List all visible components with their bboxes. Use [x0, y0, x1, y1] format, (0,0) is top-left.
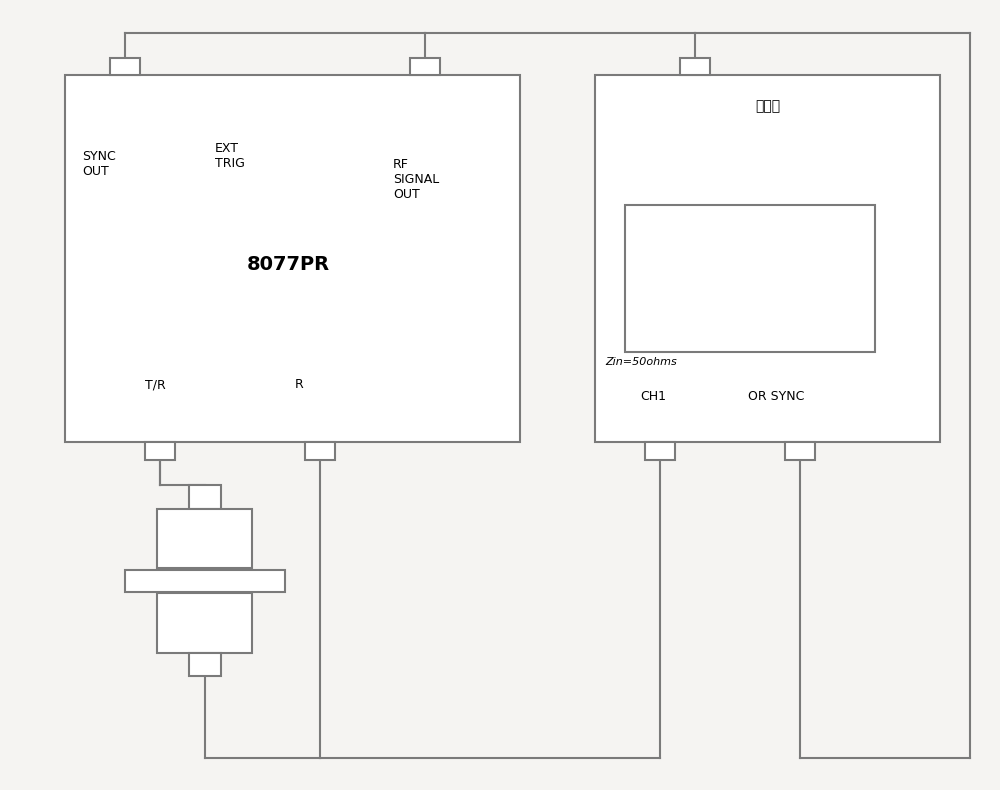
Bar — [189, 485, 221, 509]
Bar — [625, 205, 875, 352]
Bar — [125, 570, 285, 592]
Text: SYNC
OUT: SYNC OUT — [82, 150, 116, 178]
Text: 8077PR: 8077PR — [246, 255, 330, 274]
Text: T/R: T/R — [145, 378, 166, 391]
Text: RF
SIGNAL
OUT: RF SIGNAL OUT — [393, 158, 439, 201]
Bar — [189, 653, 221, 676]
Bar — [145, 442, 175, 460]
Text: OR SYNC: OR SYNC — [748, 390, 804, 403]
Bar — [157, 509, 252, 568]
Text: CH1: CH1 — [640, 390, 666, 403]
Bar — [645, 442, 675, 460]
Bar — [305, 442, 335, 460]
Bar — [785, 442, 815, 460]
Bar — [65, 75, 520, 442]
Text: EXT
TRIG: EXT TRIG — [215, 142, 245, 170]
Bar — [157, 593, 252, 653]
Bar — [110, 58, 140, 75]
Bar — [410, 58, 440, 75]
Text: 示波器: 示波器 — [755, 100, 781, 114]
Text: R: R — [295, 378, 304, 391]
Bar — [680, 58, 710, 75]
Text: Zin=50ohms: Zin=50ohms — [605, 357, 677, 367]
Bar — [595, 75, 940, 442]
